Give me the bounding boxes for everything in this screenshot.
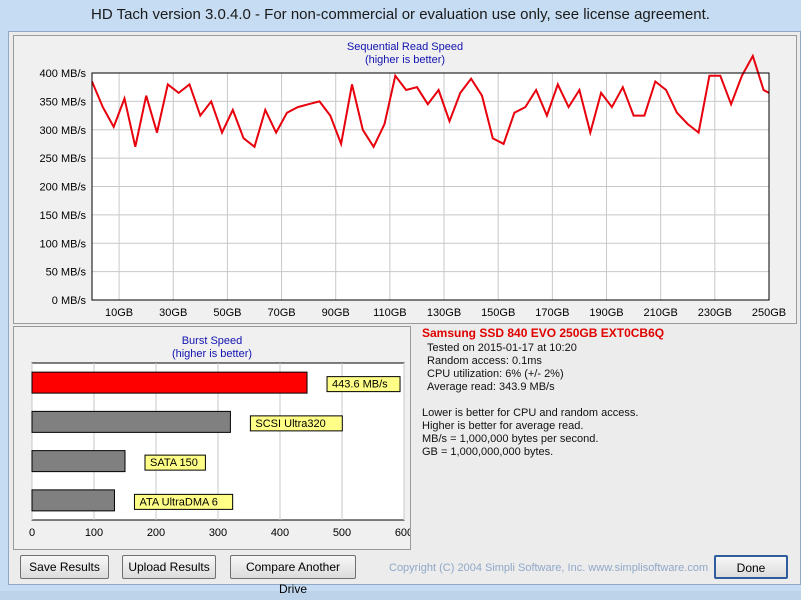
seq-y-tick-label: 150 MB/s bbox=[40, 210, 87, 222]
sequential-read-panel: Sequential Read Speed (higher is better)… bbox=[13, 35, 797, 324]
drive-info-panel: Samsung SSD 840 EVO 250GB EXT0CB6Q Teste… bbox=[419, 326, 799, 548]
burst-value-label: SATA 150 bbox=[150, 457, 198, 469]
seq-chart-title: Sequential Read Speed bbox=[346, 41, 464, 53]
seq-read-series-line bbox=[91, 53, 770, 149]
burst-bar bbox=[31, 489, 115, 512]
done-button[interactable]: Done bbox=[714, 555, 788, 579]
burst-value-label: 443.6 MB/s bbox=[332, 379, 388, 391]
seq-x-tick-label: 150GB bbox=[481, 307, 515, 319]
note-mbs-definition: MB/s = 1,000,000 bytes per second. bbox=[422, 433, 599, 445]
seq-x-tick-label: 70GB bbox=[267, 307, 295, 319]
burst-speed-panel: Burst Speed (higher is better) 0 100 200 30… bbox=[13, 326, 411, 550]
seq-x-tick-label: 230GB bbox=[698, 307, 732, 319]
burst-x-tick-label: 100 bbox=[85, 527, 103, 539]
burst-x-tick-label: 300 bbox=[209, 527, 227, 539]
seq-x-tick-label: 90GB bbox=[322, 307, 350, 319]
seq-y-tick-label: 350 MB/s bbox=[40, 96, 87, 108]
seq-y-tick-label: 100 MB/s bbox=[40, 238, 87, 250]
save-results-label: Save Results bbox=[29, 560, 100, 574]
upload-results-label: Upload Results bbox=[128, 560, 210, 574]
copyright-text: Copyright (C) 2004 Simpli Software, Inc.… bbox=[389, 562, 709, 574]
upload-results-button[interactable]: Upload Results bbox=[122, 555, 216, 579]
burst-x-tick-label: 400 bbox=[271, 527, 289, 539]
seq-x-tick-label: 10GB bbox=[105, 307, 133, 319]
drive-name: Samsung SSD 840 EVO 250GB EXT0CB6Q bbox=[422, 326, 665, 340]
seq-y-tick-label: 250 MB/s bbox=[40, 153, 87, 165]
seq-x-tick-label: 50GB bbox=[213, 307, 241, 319]
client-area: Sequential Read Speed (higher is better)… bbox=[8, 31, 801, 596]
seq-y-tick-label: 300 MB/s bbox=[40, 125, 87, 137]
burst-bar bbox=[31, 371, 308, 394]
note-lower-better: Lower is better for CPU and random acces… bbox=[422, 407, 639, 419]
seq-x-tick-label: 210GB bbox=[644, 307, 678, 319]
burst-speed-chart: 0 100 200 300 400 500 600 443.6 MB/s SCSI Ultra3… bbox=[29, 362, 410, 539]
window-title: HD Tach version 3.0.4.0 - For non-commer… bbox=[91, 6, 710, 23]
seq-y-tick-label: 400 MB/s bbox=[40, 68, 87, 80]
burst-value-label: ATA UltraDMA 6 bbox=[139, 496, 217, 508]
burst-value-label-box bbox=[133, 493, 234, 510]
burst-bar bbox=[31, 450, 126, 473]
tested-on-text: Tested on 2015-01-17 at 10:20 bbox=[427, 342, 577, 354]
seq-x-tick-label: 250GB bbox=[752, 307, 786, 319]
burst-chart-subtitle: (higher is better) bbox=[171, 348, 253, 360]
compare-another-drive-button[interactable]: Compare Another Drive bbox=[230, 555, 356, 596]
seq-x-tick-label: 30GB bbox=[159, 307, 187, 319]
seq-chart-subtitle: (higher is better) bbox=[364, 54, 446, 66]
average-read-text: Average read: 343.9 MB/s bbox=[427, 381, 555, 393]
random-access-text: Random access: 0.1ms bbox=[427, 355, 542, 367]
seq-y-tick-label: 0 MB/s bbox=[52, 295, 87, 307]
seq-x-tick-label: 170GB bbox=[535, 307, 569, 319]
seq-x-tick-label: 190GB bbox=[589, 307, 623, 319]
cpu-utilization-text: CPU utilization: 6% (+/- 2%) bbox=[427, 368, 564, 380]
done-label: Done bbox=[736, 561, 766, 575]
burst-x-tick-label: 600 bbox=[395, 527, 410, 539]
burst-x-tick-label: 200 bbox=[147, 527, 165, 539]
note-higher-better: Higher is better for average read. bbox=[422, 420, 584, 432]
save-results-button[interactable]: Save Results bbox=[20, 555, 109, 579]
burst-x-tick-label: 0 bbox=[29, 527, 35, 539]
sequential-read-chart: 10GB 30GB 50GB 70GB 90GB 110GB 130GB 150GB 170GB… bbox=[40, 53, 786, 319]
burst-x-tick-label: 500 bbox=[333, 527, 351, 539]
note-gb-definition: GB = 1,000,000,000 bytes. bbox=[422, 446, 554, 458]
burst-value-label-box bbox=[144, 454, 206, 471]
seq-y-tick-label: 50 MB/s bbox=[46, 267, 87, 279]
seq-y-tick-label: 200 MB/s bbox=[40, 182, 87, 194]
seq-x-tick-label: 110GB bbox=[373, 307, 406, 319]
burst-chart-title: Burst Speed bbox=[181, 335, 243, 347]
seq-x-tick-label: 130GB bbox=[427, 307, 461, 319]
burst-value-label-box bbox=[326, 376, 401, 393]
burst-value-label-box bbox=[249, 415, 343, 432]
burst-bar bbox=[31, 410, 231, 433]
burst-value-label: SCSI Ultra320 bbox=[255, 418, 325, 430]
seq-plot-border bbox=[91, 72, 770, 301]
